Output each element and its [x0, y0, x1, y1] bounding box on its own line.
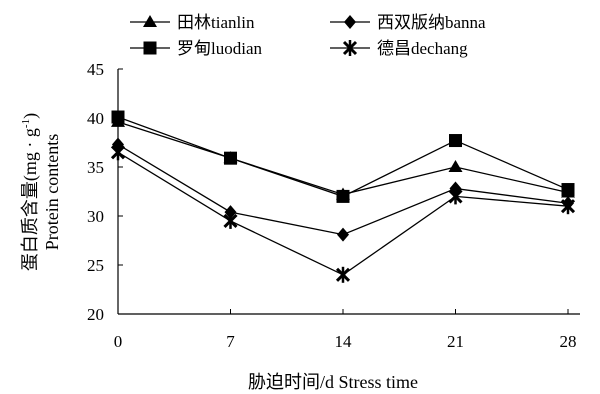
data-point-s3-5-shape	[561, 183, 575, 197]
legend-marker-shape	[143, 41, 157, 55]
y-axis-title-line1: 蛋白质含量(mg · g-1)	[20, 113, 41, 271]
legend-item-1: 田林tianlin	[130, 13, 255, 32]
data-point-s4-2	[223, 212, 238, 229]
legend-label: 德昌dechang	[377, 39, 468, 58]
y-tick-label: 30	[87, 207, 104, 226]
x-tick-label: 21	[447, 332, 464, 351]
y-axis-title-sup: -1	[20, 119, 32, 128]
series-line-1	[117, 121, 569, 196]
y-axis-title-end: )	[20, 113, 41, 119]
legend-label: 田林tianlin	[177, 13, 255, 32]
data-point-s4-1	[110, 144, 126, 161]
legend-label: 西双版纳banna	[377, 13, 486, 32]
data-point-s2-2	[224, 205, 237, 220]
x-axis-title: 胁迫时间/d Stress time	[248, 372, 418, 392]
data-point-s3-4	[449, 134, 462, 148]
data-point-s3-1-shape	[111, 110, 125, 124]
x-tick-label: 28	[560, 332, 577, 351]
x-tick-label: 7	[226, 332, 235, 351]
legend-item-4: 德昌dechang	[330, 39, 468, 58]
y-axis-title: 蛋白质含量(mg · g-1)Protein contents	[20, 113, 62, 271]
data-point-s2-2-shape	[224, 205, 237, 220]
data-point-s3-2	[224, 151, 237, 165]
data-point-s2-3	[337, 227, 349, 242]
legend-label: 罗甸luodian	[177, 39, 262, 58]
legend-item-3: 罗甸luodian	[130, 39, 262, 58]
data-point-s4-4	[448, 188, 463, 205]
data-point-s3-2-shape	[224, 151, 237, 165]
y-tick-label: 40	[87, 109, 104, 128]
data-point-s2-3-shape	[337, 227, 349, 242]
y-tick-label: 35	[87, 158, 104, 177]
legend: 田林tianlin 西双版纳banna 罗甸luodian 德昌dechang	[130, 13, 486, 58]
legend-item-2: 西双版纳banna	[330, 13, 486, 32]
data-point-s3-5	[561, 183, 575, 197]
data-point-s1-4	[448, 160, 463, 172]
legend-marker	[344, 15, 356, 29]
legend-marker	[342, 40, 358, 56]
data-point-s1-4-shape	[448, 160, 463, 172]
data-point-s3-4-shape	[449, 134, 462, 148]
y-tick-label: 45	[87, 60, 104, 79]
y-axis-title-main: 蛋白质含量(mg · g	[20, 128, 41, 271]
data-point-s3-1	[111, 110, 125, 124]
legend-marker	[143, 15, 157, 27]
x-tick-label: 14	[335, 332, 353, 351]
data-point-s4-5	[560, 198, 576, 215]
series-line-4	[117, 151, 569, 276]
data-point-s3-3-shape	[336, 189, 350, 203]
legend-marker-shape	[143, 15, 157, 27]
series-layer	[110, 110, 576, 283]
legend-marker	[143, 41, 157, 55]
y-tick-label: 25	[87, 256, 104, 275]
y-axis-title-line2: Protein contents	[42, 134, 62, 250]
axes: 20 25 30 35 40 45 0 7 14 21 28	[87, 60, 580, 351]
data-point-s4-3	[335, 266, 351, 283]
data-point-s3-3	[336, 189, 350, 203]
x-tick-label: 0	[114, 332, 123, 351]
legend-marker-shape	[344, 15, 356, 29]
y-tick-label: 20	[87, 305, 104, 324]
